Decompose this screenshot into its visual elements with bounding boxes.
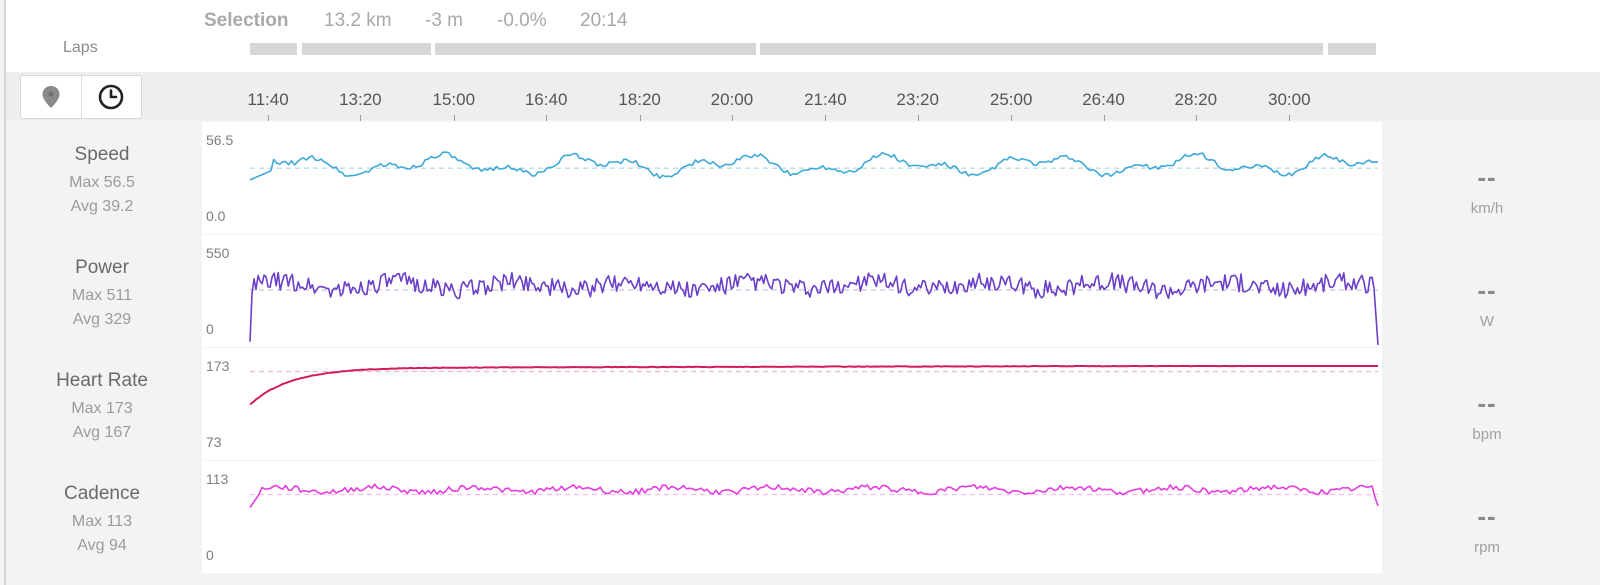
metric-avg: Avg 329 [72, 311, 132, 328]
map-pin-icon [42, 86, 60, 108]
metric-current-value: -- [1477, 275, 1497, 305]
metric-row-power: Power Max 511 Avg 329 550 0 -- W [6, 235, 1600, 347]
metric-plot[interactable]: 56.5 0.0 [202, 122, 1382, 234]
y-axis-min: 0 [206, 547, 214, 563]
time-tick-label: 26:40 [1082, 90, 1125, 109]
selection-elevation: -3 m [425, 10, 463, 31]
metric-chart [249, 483, 1379, 508]
time-tick-mark [1195, 115, 1197, 121]
left-border [4, 0, 6, 585]
metric-unit: W [1479, 313, 1495, 330]
lap-segment-1[interactable] [250, 43, 298, 55]
selection-grade: -0.0% [497, 10, 547, 31]
metric-chart [249, 365, 1378, 406]
cadence-series-line [249, 483, 1379, 508]
metric-row-cadence: Cadence Max 113 Avg 94 113 0 -- rpm [6, 461, 1600, 573]
y-axis-max: 173 [206, 358, 230, 374]
metric-name: Speed [74, 144, 130, 165]
time-tick-label: 20:00 [710, 90, 754, 109]
metric-avg: Avg 167 [72, 424, 132, 441]
metric-name: Power [75, 257, 129, 278]
metric-chart [249, 151, 1379, 181]
metric-name: Cadence [63, 483, 141, 504]
lap-segment-5[interactable] [1327, 43, 1376, 55]
metric-avg: Avg 39.2 [70, 198, 134, 215]
time-tick-label: 18:20 [618, 90, 661, 109]
metric-max: Max 113 [71, 513, 133, 530]
time-tick-mark [917, 115, 919, 121]
metric-current-value: -- [1477, 388, 1497, 418]
time-tick-mark [1011, 115, 1013, 121]
time-tick-label: 21:40 [804, 90, 847, 109]
metric-plot[interactable]: 173 73 [202, 348, 1382, 460]
time-tick-mark [360, 115, 362, 121]
metric-unit: km/h [1470, 200, 1504, 217]
heart-rate-series-line [249, 365, 1378, 406]
metric-max: Max 511 [71, 287, 133, 304]
lap-segment-3[interactable] [434, 43, 756, 55]
metric-unit: rpm [1474, 539, 1500, 556]
map-view-button[interactable] [21, 76, 81, 118]
view-toggle [20, 75, 142, 119]
time-tick-mark [546, 115, 548, 121]
time-tick-label: 28:20 [1174, 90, 1218, 109]
time-tick-mark [825, 115, 827, 121]
time-tick-mark [268, 115, 270, 121]
y-axis-min: 73 [206, 434, 222, 450]
metric-current-value: -- [1477, 162, 1497, 192]
time-tick-mark [731, 115, 733, 121]
time-tick-mark [453, 115, 455, 121]
speed-series-line [249, 151, 1379, 181]
y-axis-max: 550 [206, 245, 230, 261]
lap-segment-4[interactable] [760, 43, 1324, 55]
laps-label: Laps [63, 39, 98, 56]
time-tick-label: 13:20 [339, 90, 382, 109]
time-tick-label: 23:20 [896, 90, 939, 109]
metric-name: Heart Rate [56, 370, 148, 391]
clock-icon [98, 84, 124, 110]
time-tick-mark [639, 115, 641, 121]
time-tick-label: 30:00 [1268, 90, 1311, 109]
metric-chart [249, 271, 1379, 346]
selection-label: Selection [204, 10, 289, 31]
selection-bar: Selection 13.2 km -3 m -0.0% 20:14 Laps [6, 0, 1600, 72]
lap-segment-2[interactable] [301, 43, 432, 55]
time-tick-label: 16:40 [524, 90, 568, 109]
power-series-line [249, 271, 1379, 346]
metric-row-heart-rate: Heart Rate Max 173 Avg 167 173 73 -- bpm [6, 348, 1600, 460]
time-tick-label: 15:00 [432, 90, 476, 109]
metric-avg: Avg 94 [77, 537, 127, 554]
y-axis-min: 0 [206, 321, 214, 337]
time-tick-label: 11:40 [247, 90, 289, 109]
selection-duration: 20:14 [580, 10, 628, 31]
time-view-button[interactable] [80, 76, 142, 118]
metric-plot[interactable]: 550 0 [202, 235, 1382, 347]
metric-row-speed: Speed Max 56.5 Avg 39.2 56.5 0.0 -- km/h [6, 122, 1600, 234]
metric-plot[interactable]: 113 0 [202, 461, 1382, 573]
y-axis-max: 56.5 [206, 132, 234, 148]
metric-unit: bpm [1472, 426, 1502, 443]
metric-max: Max 173 [71, 400, 133, 417]
metric-current-value: -- [1477, 501, 1497, 531]
metric-max: Max 56.5 [69, 174, 135, 191]
selection-distance: 13.2 km [324, 10, 392, 31]
y-axis-min: 0.0 [206, 208, 226, 224]
time-tick-mark [1289, 115, 1291, 121]
time-tick-mark [1103, 115, 1105, 121]
timeline-row: 11:40 13:20 15:00 16:40 18:20 20:00 21:40 23:20… [6, 72, 1600, 121]
y-axis-max: 113 [206, 471, 229, 487]
time-tick-label: 25:00 [989, 90, 1033, 109]
